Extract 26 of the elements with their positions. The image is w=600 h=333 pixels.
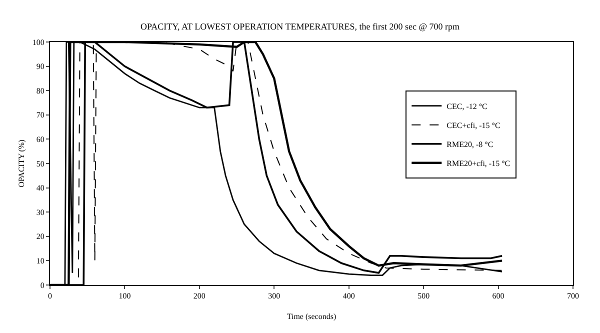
chart-title: OPACITY, AT LOWEST OPERATION TEMPERATURES, the first 200 sec @ 700 rpm [140, 22, 460, 32]
y-tick-label: 70 [36, 110, 44, 120]
y-tick-label: 40 [36, 184, 44, 193]
x-tick-label: 700 [567, 292, 579, 301]
y-tick-label: 100 [32, 38, 44, 47]
x-tick-label: 600 [492, 292, 504, 301]
legend-label: RME20+cfi, -15 °C [446, 158, 510, 168]
legend-label: CEC+cfi, -15 °C [446, 120, 500, 130]
y-tick-label: 50 [36, 159, 44, 168]
y-tick-label: 80 [36, 86, 44, 96]
y-tick-label: 30 [36, 208, 44, 217]
legend-label: RME20, -8 °C [446, 140, 494, 149]
y-tick-label: 0 [40, 280, 44, 290]
x-tick-label: 100 [118, 292, 131, 301]
y-tick-label: 10 [36, 256, 44, 266]
x-axis-title: Time (seconds) [286, 312, 336, 321]
x-tick-label: 0 [48, 292, 52, 301]
y-tick-label: 60 [36, 135, 44, 144]
x-tick-label: 400 [342, 292, 355, 301]
x-tick-label: 200 [193, 292, 206, 301]
x-tick-label: 500 [418, 292, 430, 301]
y-tick-label: 20 [36, 232, 44, 242]
y-tick-label: 90 [36, 62, 44, 72]
legend-label: CEC, -12 °C [446, 102, 488, 111]
y-axis-title: OPACITY (%) [17, 139, 26, 188]
x-tick-label: 300 [268, 292, 280, 301]
